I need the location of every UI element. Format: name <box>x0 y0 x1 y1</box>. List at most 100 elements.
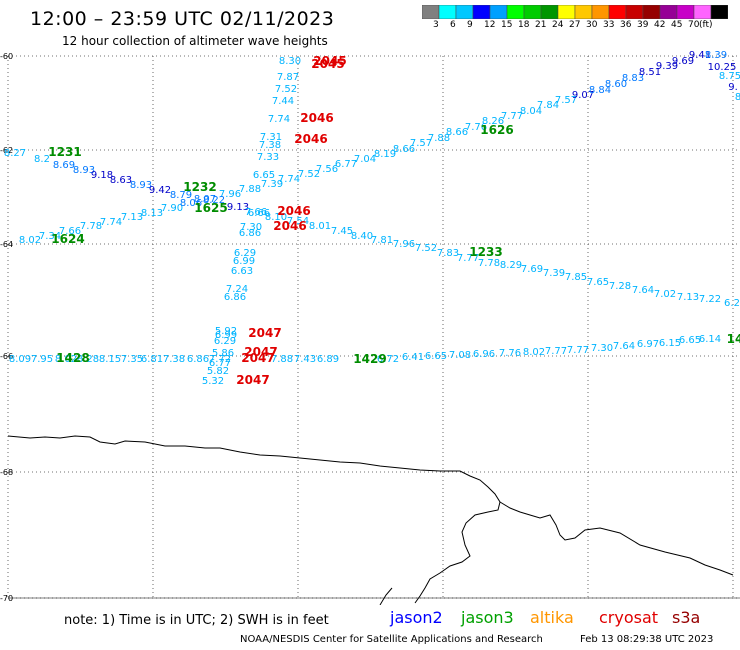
swh-value-label: 9.69 <box>672 56 694 67</box>
swh-value-label: 5.92 <box>215 326 237 337</box>
lat-tick-label: -60 <box>0 52 13 61</box>
swh-value-label: 6.89 <box>317 354 339 365</box>
legend-tick-label: 24 <box>552 20 564 30</box>
swh-value-label: 8.40 <box>351 231 373 242</box>
swh-value-label: 7.90 <box>161 203 183 214</box>
swh-value-label: 8.69 <box>53 160 75 171</box>
swh-value-label: 8.27 <box>4 148 26 159</box>
sat-jason3-label: jason3 <box>461 608 514 627</box>
color-scale-legend <box>422 5 728 19</box>
swh-value-label: 7.88 <box>428 133 450 144</box>
swh-value-label: 7.57 <box>555 95 577 106</box>
pass-time-label: 1626 <box>480 123 513 137</box>
pass-time-label: 1232 <box>183 180 216 194</box>
swh-value-label: 7.24 <box>226 284 248 295</box>
swh-value-label: 8.63 <box>110 175 132 186</box>
swh-value-label: 6.41 <box>402 352 424 363</box>
lat-lon-grid: 606366697275-60-62-64-66-68-70 <box>0 52 740 603</box>
swh-value-label: 8 <box>735 92 740 103</box>
swh-value-label: 9.07 <box>572 90 594 101</box>
swh-value-label: 7.04 <box>354 154 376 165</box>
swh-value-label: 6.77 <box>209 358 231 369</box>
swh-value-label: 6.65 <box>253 170 275 181</box>
swh-value-label: 7.88 <box>271 354 293 365</box>
swh-value-label: 7.72 <box>209 354 231 365</box>
swh-value-label: 8.2 <box>34 154 50 165</box>
page-subtitle: 12 hour collection of altimeter wave hei… <box>62 34 328 48</box>
swh-value-label: 7.74 <box>268 114 290 125</box>
swh-value-label: 7.77 <box>501 111 523 122</box>
pass-time-label: 1429 <box>353 352 386 366</box>
pass-time-label: 14 <box>727 332 740 346</box>
swh-value-label: 7.69 <box>521 264 543 275</box>
swh-value-label: 5.32 <box>202 376 224 387</box>
swh-value-label: 9.13 <box>227 202 249 213</box>
swh-value-label: 7.77 <box>545 346 567 357</box>
swh-value-label: 7.66 <box>59 226 81 237</box>
swh-value-label: 6.81 <box>141 354 163 365</box>
swh-value-label: 8.06 <box>180 198 202 209</box>
pass-time-label: 2047 <box>236 373 269 387</box>
swh-value-label: 7.78 <box>80 221 102 232</box>
swh-value-label: 8.04 <box>520 106 542 117</box>
swh-value-label: 8.60 <box>605 79 627 90</box>
swh-value-label: 8.51 <box>639 67 661 78</box>
swh-value-label: 7.39 <box>261 179 283 190</box>
swh-value-label: 8.79 <box>170 190 192 201</box>
coastline-path <box>7 435 501 604</box>
swh-value-label: 7.87 <box>277 72 299 83</box>
swh-value-label: 8.19 <box>374 149 396 160</box>
swh-value-label: 7.33 <box>257 152 279 163</box>
lat-tick-label: -66 <box>0 352 13 361</box>
swh-value-label: 7.38 <box>259 140 281 151</box>
swh-value-label: 7.52 <box>275 84 297 95</box>
swh-value-label: 8.07 <box>194 194 216 205</box>
swh-value-label: 8.83 <box>622 73 644 84</box>
pass-time-label: 2045 <box>311 57 344 71</box>
swh-value-label: 7.39 <box>543 268 565 279</box>
wave-height-labels: 8.278.28.698.939.188.638.939.428.79 8.07 7… <box>4 50 740 387</box>
swh-value-label: 6.63 <box>231 266 253 277</box>
swh-value-label: 7.31 <box>260 132 282 143</box>
swh-value-label: 8.66 <box>393 144 415 155</box>
lat-tick-label: -70 <box>0 594 13 603</box>
legend-tick-label: 33 <box>603 20 615 30</box>
pass-time-label: 2045 <box>313 54 346 68</box>
legend-tick-label: 27 <box>569 20 581 30</box>
pass-time-label: 2046 <box>277 204 310 218</box>
swh-value-label: 7.65 <box>587 277 609 288</box>
credit-date: Feb 13 08:29:38 UTC 2023 <box>580 634 714 645</box>
pass-time-label: 2047 <box>244 345 277 359</box>
swh-value-label: 7.64 <box>632 285 654 296</box>
swh-value-label: 6.77 <box>335 159 357 170</box>
swh-value-label: 7.96 <box>393 239 415 250</box>
pass-time-label: 2046 <box>294 132 327 146</box>
swh-value-label: 6.96 <box>473 349 495 360</box>
swh-value-label: 6.15 <box>659 338 681 349</box>
swh-value-label: 7.45 <box>331 226 353 237</box>
swh-value-label: 7.08 <box>449 350 471 361</box>
swh-value-label: 8.22 <box>203 195 225 206</box>
swh-value-label: 6.97 <box>637 339 659 350</box>
swh-value-label: 8.13 <box>141 208 163 219</box>
coastline <box>7 435 734 605</box>
swh-value-label: 8.30 <box>279 56 301 67</box>
swh-value-label: 8.02 <box>55 354 77 365</box>
swh-value-label: 7.78 <box>478 258 500 269</box>
coastline-east-path <box>499 501 734 576</box>
swh-value-label: 7.81 <box>371 235 393 246</box>
swh-value-label: 7.13 <box>677 292 699 303</box>
swh-value-label: 8.01 <box>309 221 331 232</box>
swh-value-label: 6.2 <box>724 298 740 309</box>
pass-time-label: 2047 <box>241 351 274 365</box>
swh-value-label: 7.64 <box>613 341 635 352</box>
swh-value-label: 7.56 <box>316 164 338 175</box>
swh-value-label: 7.35 <box>121 354 143 365</box>
swh-value-label: 6.29 <box>234 248 256 259</box>
swh-value-label: 8.29 <box>500 260 522 271</box>
swh-value-label: 7.83 <box>437 248 459 259</box>
swh-value-label: 8.66 <box>446 127 468 138</box>
coastline-south-path <box>379 587 393 605</box>
footer-note: note: 1) Time is in UTC; 2) SWH is in fe… <box>64 613 329 628</box>
swh-value-label: 7.38 <box>163 354 185 365</box>
